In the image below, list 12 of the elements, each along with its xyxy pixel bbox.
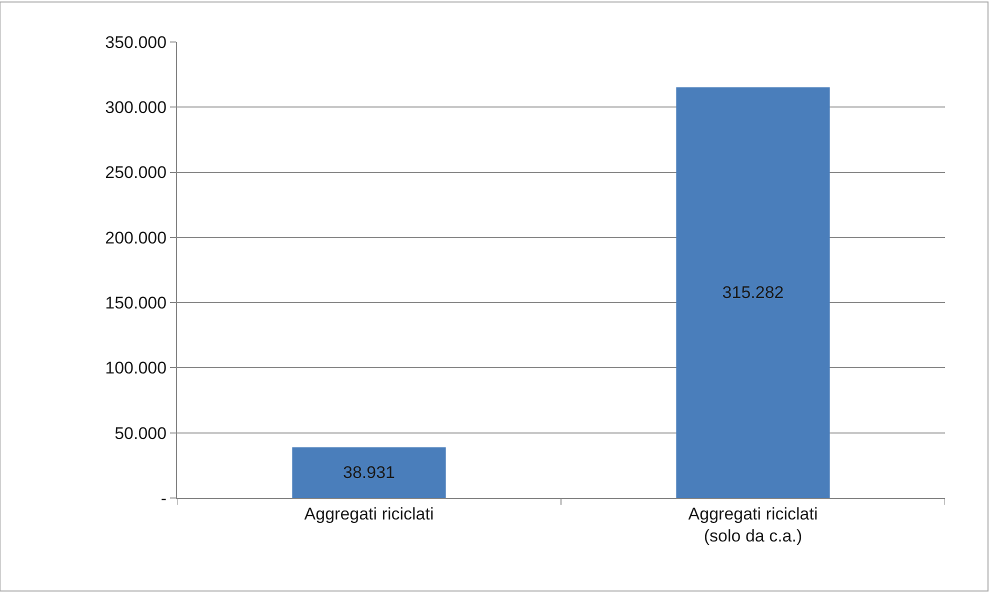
data-label: 38.931 (343, 463, 395, 482)
y-tick-label: - (160, 488, 167, 508)
data-label: 315.282 (722, 283, 784, 302)
x-tick-label: Aggregati riciclati (304, 504, 434, 524)
y-tick-label: 250.000 (105, 163, 167, 182)
y-tick-label: 100.000 (105, 358, 167, 378)
y-tick-label: 50.000 (114, 424, 167, 443)
y-tick-label: 150.000 (105, 294, 167, 313)
y-tick-label: 300.000 (105, 98, 167, 118)
x-tick-label: Aggregati riciclati (solo da c.a.) (688, 504, 818, 546)
y-tick-label: 200.000 (105, 228, 167, 248)
y-tick-label: 350.000 (105, 32, 167, 52)
